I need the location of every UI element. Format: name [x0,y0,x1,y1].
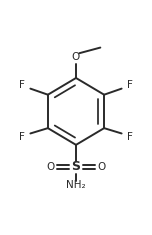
Text: F: F [19,80,25,90]
Text: F: F [127,132,133,142]
Text: O: O [98,162,106,172]
Text: F: F [19,132,25,142]
Text: O: O [72,52,80,63]
Text: S: S [71,161,81,173]
Text: NH₂: NH₂ [66,180,86,190]
Text: F: F [127,80,133,90]
Text: O: O [46,162,54,172]
